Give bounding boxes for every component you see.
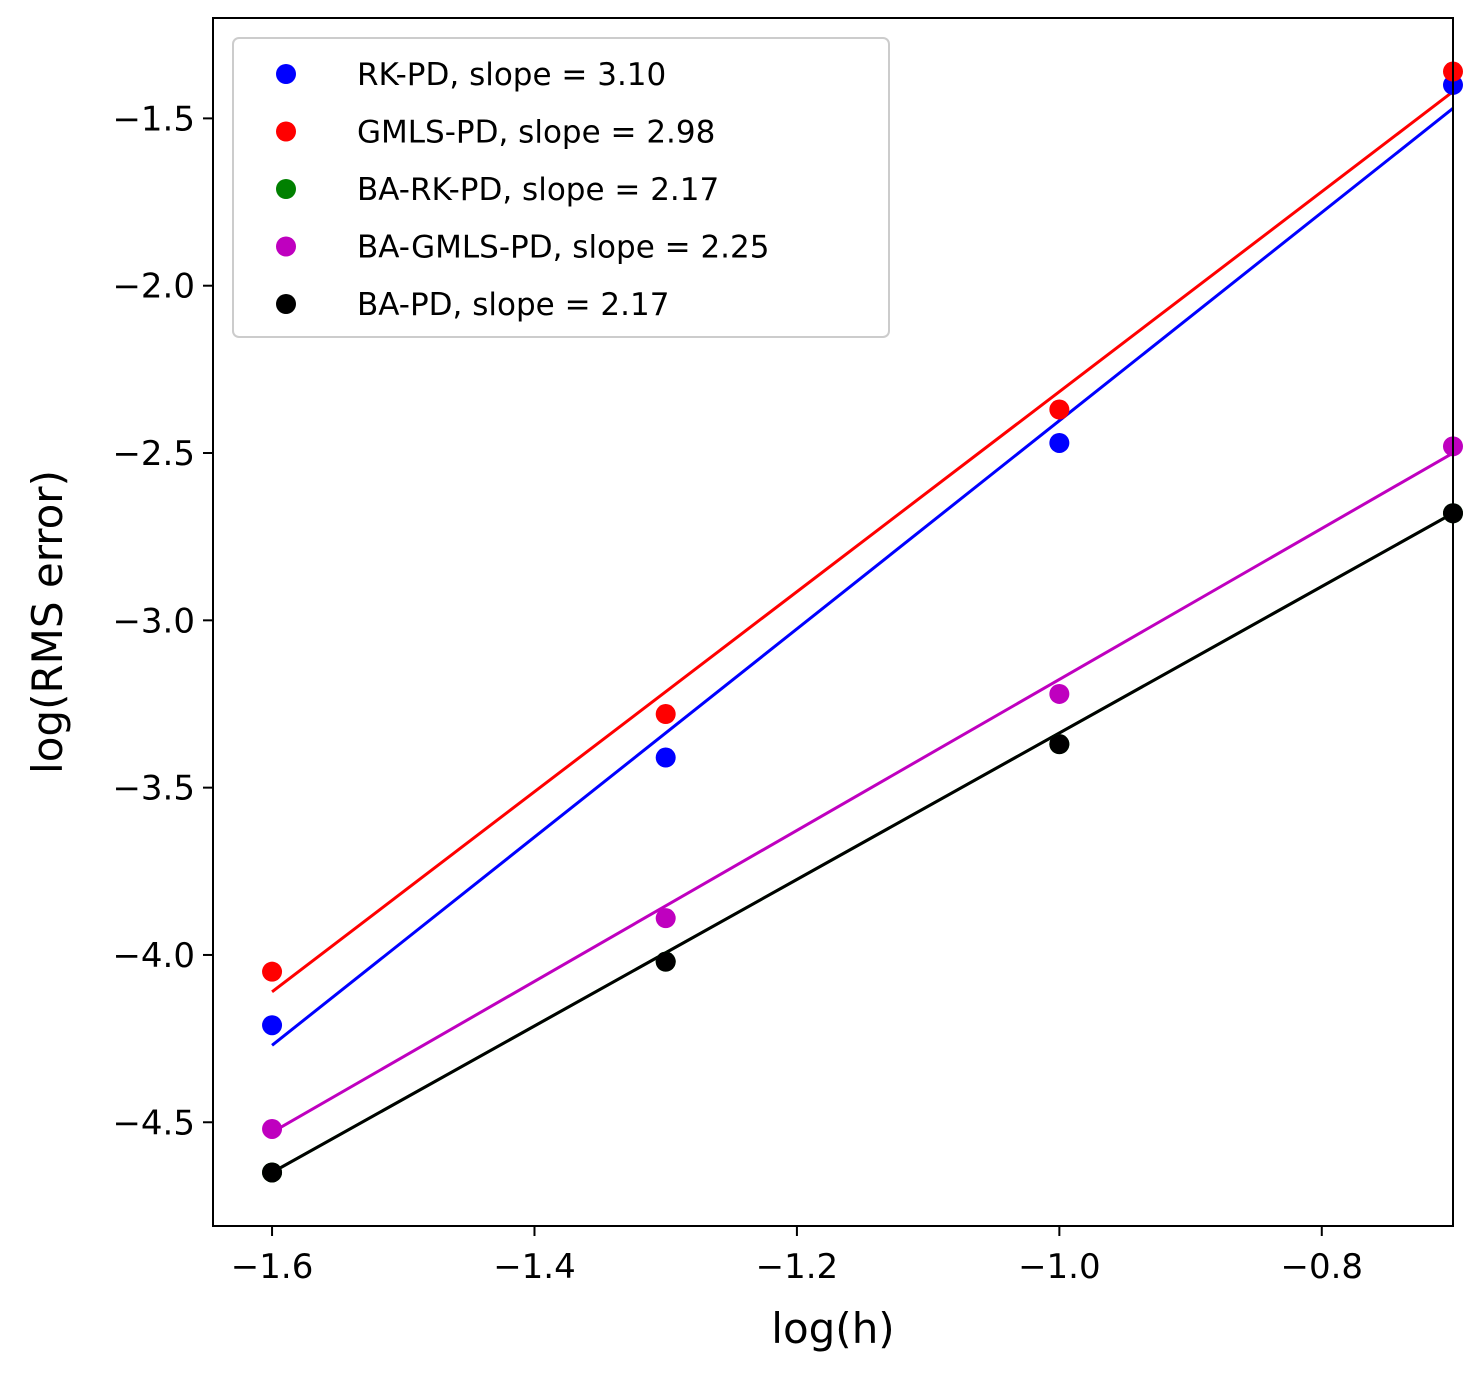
- y-axis-ticks: −1.5 −2.0 −2.5 −3.0 −3.5 −4.0 −4.5: [112, 99, 213, 1143]
- legend-label: BA-GMLS-PD, slope = 2.25: [357, 230, 769, 266]
- y-tick-label: −3.0: [112, 601, 195, 641]
- legend: RK-PD, slope = 3.10 GMLS-PD, slope = 2.98…: [232, 37, 890, 338]
- y-tick-label: −2.5: [112, 434, 195, 474]
- legend-label: RK-PD, slope = 3.10: [357, 57, 666, 93]
- y-tick-label: −2.0: [112, 267, 195, 307]
- y-axis-label: log(RMS error): [23, 470, 72, 774]
- data-point-series-0: [655, 747, 676, 768]
- fit-line-series-1: [271, 90, 1454, 993]
- data-points: [262, 61, 1463, 1183]
- fit-lines: [271, 90, 1454, 1174]
- legend-marker: [276, 294, 296, 314]
- data-point-series-0: [1049, 432, 1070, 453]
- data-point-series-4: [1049, 734, 1070, 755]
- data-point-series-1: [262, 961, 283, 982]
- data-point-series-1: [1049, 399, 1070, 420]
- fit-line-series-4: [271, 511, 1454, 1174]
- data-point-series-1: [655, 704, 676, 725]
- legend-label: BA-RK-PD, slope = 2.17: [357, 172, 719, 208]
- data-point-series-3: [655, 908, 676, 929]
- x-tick-label: −1.4: [493, 1247, 576, 1287]
- x-tick-label: −0.8: [1281, 1247, 1364, 1287]
- y-tick-label: −4.5: [112, 1103, 195, 1143]
- data-point-series-3: [1049, 683, 1070, 704]
- legend-marker: [276, 236, 296, 257]
- legend-marker: [276, 64, 296, 84]
- legend-marker: [276, 179, 296, 199]
- legend-marker: [276, 121, 296, 142]
- data-point-series-0: [262, 1015, 283, 1036]
- y-tick-label: −1.5: [112, 99, 195, 139]
- fit-line-series-0: [271, 107, 1454, 1047]
- x-tick-label: −1.0: [1018, 1247, 1101, 1287]
- data-point-series-4: [262, 1162, 283, 1183]
- fit-line-series-3: [271, 451, 1454, 1134]
- legend-label: BA-PD, slope = 2.17: [357, 287, 669, 323]
- y-tick-label: −4.0: [112, 936, 195, 976]
- x-axis-label: log(h): [771, 1304, 894, 1353]
- plot-frame: [212, 17, 1454, 1227]
- y-tick-label: −3.5: [112, 769, 195, 809]
- x-tick-label: −1.2: [756, 1247, 839, 1287]
- x-tick-label: −1.6: [231, 1247, 314, 1287]
- legend-box: [232, 37, 890, 338]
- data-point-series-4: [655, 951, 676, 972]
- data-point-series-3: [262, 1118, 283, 1139]
- legend-label: GMLS-PD, slope = 2.98: [357, 115, 715, 151]
- x-axis-ticks: −1.6 −1.4 −1.2 −1.0 −0.8: [231, 1226, 1363, 1287]
